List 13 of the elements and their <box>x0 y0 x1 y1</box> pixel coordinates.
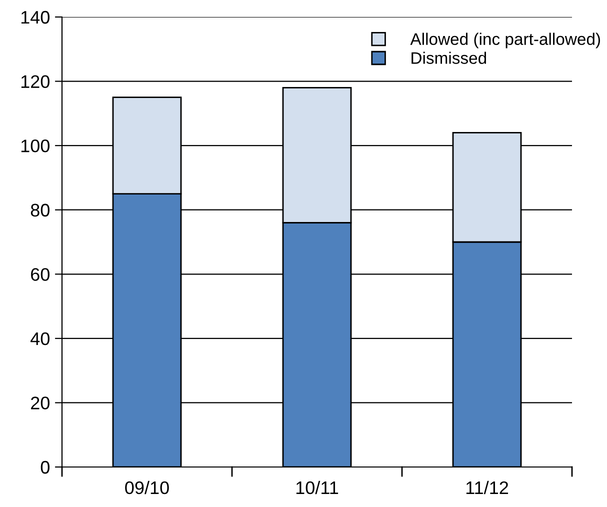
y-tick-label: 0 <box>40 460 50 474</box>
y-tick-label: 120 <box>21 75 50 88</box>
legend-label: Dismissed <box>412 52 486 64</box>
x-tick-label: 09/10 <box>125 480 169 494</box>
y-tick-label: 80 <box>30 204 50 217</box>
y-tick-label: 100 <box>21 140 50 152</box>
y-tick-label: 140 <box>21 10 50 24</box>
x-tick-label: 10/11 <box>296 480 338 494</box>
y-tick-label: 20 <box>31 396 50 410</box>
legend-label: Allowed (inc part-allowed) <box>410 32 600 48</box>
x-tick-label: 11/12 <box>466 480 508 494</box>
y-tick-label: 40 <box>30 332 50 346</box>
y-tick-label: 60 <box>31 268 50 281</box>
